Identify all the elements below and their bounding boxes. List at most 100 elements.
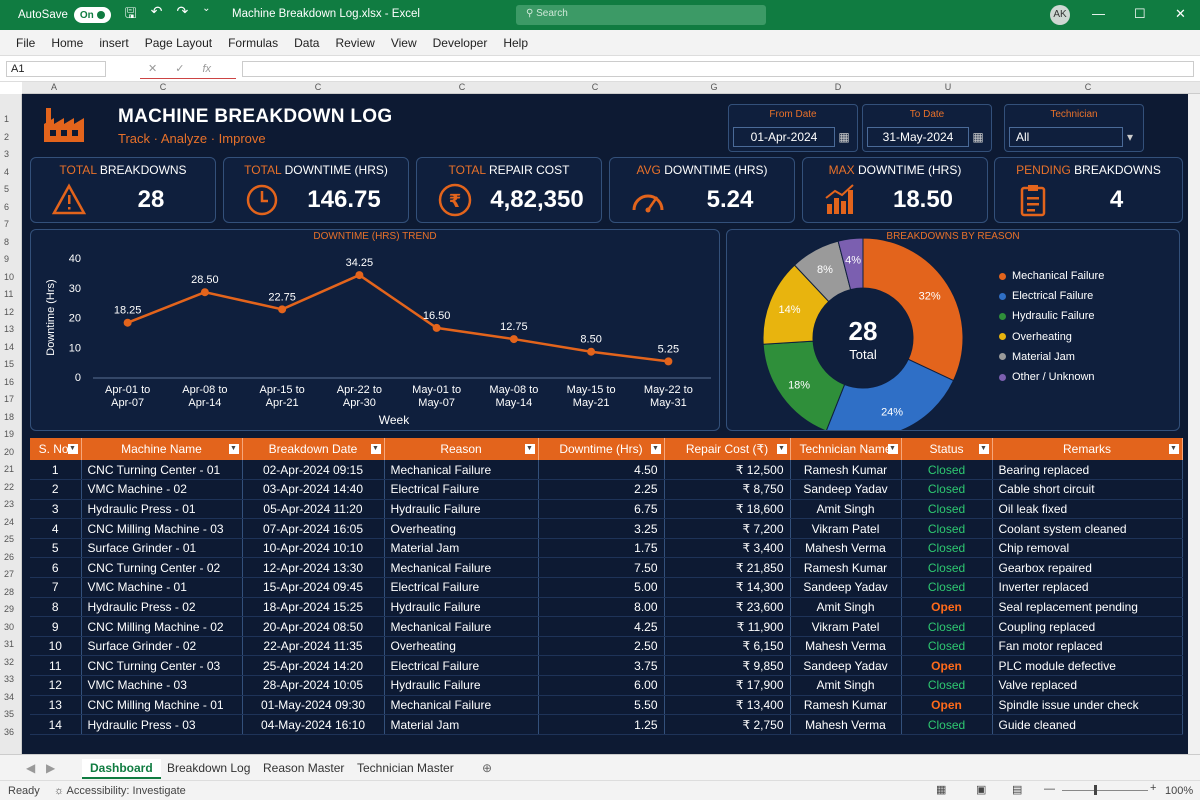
filter-dropdown-icon[interactable]: ▼	[228, 444, 239, 454]
table-cell[interactable]: Guide cleaned	[992, 714, 1183, 735]
table-cell[interactable]: Closed	[901, 714, 993, 735]
col-header[interactable]: C	[1084, 82, 1092, 92]
column-header[interactable]: Reason ▼	[384, 438, 539, 460]
table-cell[interactable]: Material Jam	[384, 714, 539, 735]
table-cell[interactable]: 4.25	[538, 616, 665, 637]
column-header[interactable]: S. No. ▼	[30, 438, 82, 460]
table-cell[interactable]: 07-Apr-2024 16:05	[242, 518, 385, 539]
row-header[interactable]: 23	[4, 499, 15, 509]
table-cell[interactable]: ₹ 14,300	[664, 577, 791, 598]
table-cell[interactable]: 05-Apr-2024 11:20	[242, 499, 385, 520]
vertical-scrollbar[interactable]	[1188, 94, 1200, 754]
table-cell[interactable]: Material Jam	[384, 538, 539, 559]
column-header[interactable]: Breakdown Date ▼	[242, 438, 385, 460]
table-cell[interactable]: Surface Grinder - 02	[81, 636, 243, 657]
table-cell[interactable]: Closed	[901, 518, 993, 539]
menu-insert[interactable]: insert	[99, 35, 129, 50]
table-cell[interactable]: ₹ 2,750	[664, 714, 791, 735]
data-point[interactable]	[664, 357, 673, 366]
row-header[interactable]: 3	[4, 149, 10, 159]
table-cell[interactable]: Cable short circuit	[992, 479, 1183, 500]
legend-item[interactable]: Electrical Failure	[999, 290, 1093, 302]
col-header[interactable]: C	[591, 82, 599, 92]
table-cell[interactable]: Oil leak fixed	[992, 499, 1183, 520]
data-point[interactable]	[278, 305, 287, 314]
table-cell[interactable]: 01-May-2024 09:30	[242, 695, 385, 716]
table-cell[interactable]: 22-Apr-2024 11:35	[242, 636, 385, 657]
column-header[interactable]: Machine Name ▼	[81, 438, 243, 460]
row-header[interactable]: 20	[4, 446, 15, 457]
fx-icon[interactable]: fx	[202, 62, 211, 75]
table-cell[interactable]: ₹ 3,400	[664, 538, 791, 559]
row-header[interactable]: 4	[4, 166, 10, 177]
table-cell[interactable]: 1	[30, 460, 82, 481]
row-header[interactable]: 7	[4, 219, 10, 229]
table-cell[interactable]: Mechanical Failure	[384, 616, 539, 637]
table-cell[interactable]: 1.75	[538, 538, 665, 559]
table-cell[interactable]: Sandeep Yadav	[790, 655, 902, 677]
table-cell[interactable]: VMC Machine - 03	[81, 675, 243, 696]
row-header[interactable]: 1	[4, 114, 10, 124]
table-cell[interactable]: Open	[901, 597, 993, 618]
table-cell[interactable]: 28-Apr-2024 10:05	[242, 675, 385, 696]
table-cell[interactable]: Coupling replaced	[992, 616, 1183, 637]
table-cell[interactable]: CNC Milling Machine - 03	[81, 518, 243, 539]
table-row[interactable]: 9 CNC Milling Machine - 02 20-Apr-2024 08:…	[30, 616, 1183, 637]
row-header[interactable]: 5	[4, 184, 10, 194]
legend-item[interactable]: Material Jam	[999, 351, 1075, 363]
menu-review[interactable]: Review	[335, 35, 375, 50]
table-cell[interactable]: Closed	[901, 499, 993, 520]
row-header[interactable]: 13	[4, 324, 15, 334]
row-header[interactable]: 33	[4, 674, 15, 684]
table-cell[interactable]: Bearing replaced	[992, 460, 1183, 481]
table-cell[interactable]: CNC Milling Machine - 02	[81, 616, 243, 637]
row-header[interactable]: 28	[4, 586, 15, 597]
table-cell[interactable]: 5.00	[538, 577, 665, 598]
table-cell[interactable]: 03-Apr-2024 14:40	[242, 479, 385, 500]
page-layout-icon[interactable]: ▣	[976, 784, 987, 796]
column-header[interactable]: Repair Cost (₹) ▼	[664, 438, 791, 460]
table-cell[interactable]: Surface Grinder - 01	[81, 538, 243, 559]
zoom-level[interactable]: 100%	[1165, 785, 1194, 797]
table-row[interactable]: 5 Surface Grinder - 01 10-Apr-2024 10:10 Ma…	[30, 538, 1183, 559]
col-header[interactable]: U	[944, 82, 952, 92]
legend-item[interactable]: Other / Unknown	[999, 371, 1095, 383]
table-row[interactable]: 2 VMC Machine - 02 03-Apr-2024 14:40 Electr…	[30, 479, 1183, 500]
cancel-icon[interactable]: ✕	[148, 63, 158, 75]
row-header[interactable]: 32	[4, 656, 15, 667]
calendar-icon[interactable]: ▦	[838, 130, 850, 144]
row-header[interactable]: 16	[4, 376, 15, 387]
table-cell[interactable]: Hydraulic Press - 02	[81, 597, 243, 618]
filter-dropdown-icon[interactable]: ▼	[370, 444, 381, 454]
table-cell[interactable]: Amit Singh	[790, 675, 902, 696]
zoom-handle[interactable]	[1094, 785, 1097, 795]
filter-dropdown-icon[interactable]: ▼	[776, 444, 787, 454]
row-header[interactable]: 8	[4, 236, 10, 247]
menu-page-layout[interactable]: Page Layout	[144, 35, 213, 50]
row-header[interactable]: 15	[4, 359, 15, 369]
tab-technician-master[interactable]: Technician Master	[357, 761, 454, 775]
table-cell[interactable]: Closed	[901, 557, 993, 579]
row-header[interactable]: 21	[4, 464, 15, 474]
table-cell[interactable]: 1.25	[538, 714, 665, 735]
accessibility-status[interactable]: ☼ Accessibility: Investigate	[54, 785, 186, 797]
table-cell[interactable]: 6.00	[538, 675, 665, 696]
save-icon[interactable]: 🖫	[124, 5, 137, 21]
undo-icon[interactable]: ↶	[150, 3, 163, 19]
table-cell[interactable]: Sandeep Yadav	[790, 577, 902, 598]
table-cell[interactable]: ₹ 12,500	[664, 460, 791, 481]
table-cell[interactable]: Mechanical Failure	[384, 460, 539, 481]
table-cell[interactable]: 04-May-2024 16:10	[242, 714, 385, 735]
table-cell[interactable]: 3	[30, 499, 82, 520]
row-header[interactable]: 36	[4, 726, 15, 737]
data-point[interactable]	[587, 347, 596, 356]
table-cell[interactable]: Electrical Failure	[384, 577, 539, 598]
table-cell[interactable]: 5.50	[538, 695, 665, 716]
table-cell[interactable]: 02-Apr-2024 09:15	[242, 460, 385, 481]
table-cell[interactable]: Mechanical Failure	[384, 557, 539, 579]
row-header[interactable]: 24	[4, 516, 15, 527]
zoom-out-icon[interactable]: —	[1044, 783, 1055, 795]
table-cell[interactable]: 9	[30, 616, 82, 637]
data-point[interactable]	[355, 271, 364, 280]
col-header[interactable]: D	[834, 82, 842, 92]
